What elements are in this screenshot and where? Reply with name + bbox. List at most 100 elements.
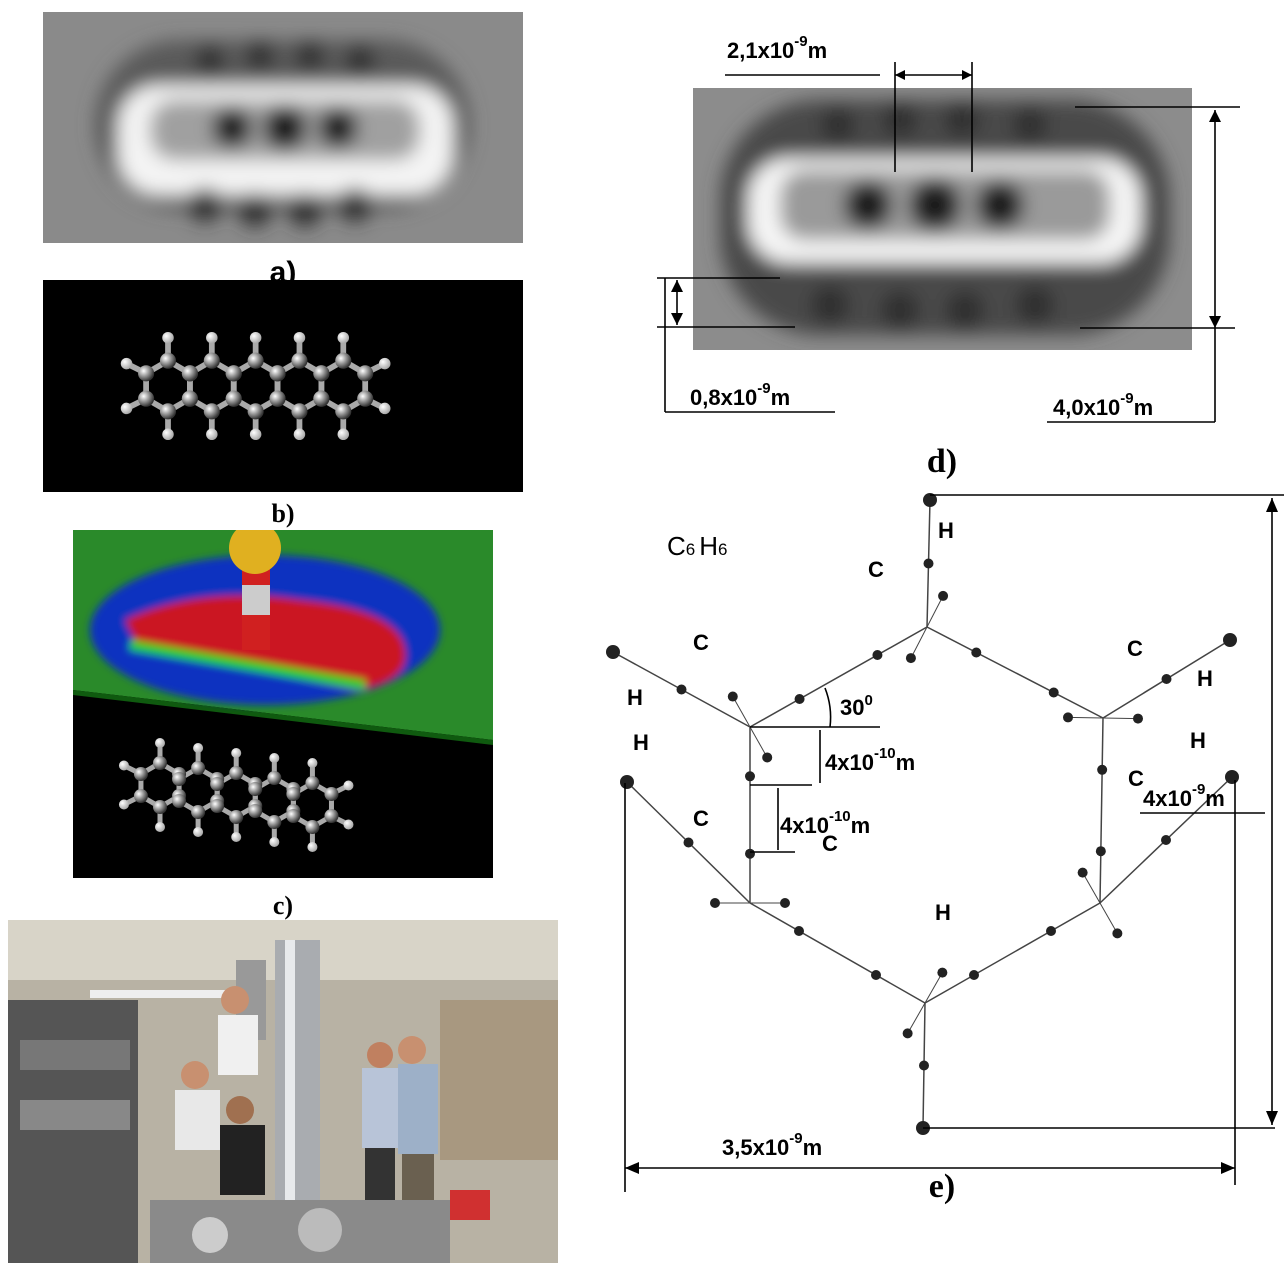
hydrogen [231,832,241,842]
angle-exp: 0 [864,692,872,709]
atom-dot [924,559,934,569]
carbon [324,787,338,801]
hydrogen [193,827,203,837]
atom-dot [1049,688,1059,698]
carbon [160,403,176,419]
carbon [248,804,262,818]
dim-exp: -9 [1120,390,1133,407]
carbon [172,794,186,808]
atom-dot [1063,712,1073,722]
atom-label: C [1128,766,1144,791]
carbon [267,771,281,785]
carbon [357,391,373,407]
dim-exp: -10 [874,745,896,762]
carbon [313,365,329,381]
carbon [210,777,224,791]
carbon [153,756,167,770]
hydrogen [155,822,165,832]
atom-dot [919,1061,929,1071]
page: { "panels": { "a": {"label": "a)"}, "b":… [0,0,1284,1263]
atom-dot [906,653,916,663]
hydrogen [307,842,317,852]
atom-dot [606,645,620,659]
atom-label: H [935,900,951,925]
atom-label: C [1127,636,1143,661]
atom-dot [780,898,790,908]
carbon [248,782,262,796]
dim-base: 4,0x10 [1053,395,1120,420]
carbon [248,353,264,369]
dim-base: 3,5x10 [722,1135,789,1160]
carbon [182,365,198,381]
atom-dot [937,968,947,978]
hydrogen [193,743,203,753]
carbon [191,805,205,819]
panel-label: e) [929,1168,955,1205]
atom-label: H [627,685,643,710]
formula-element: H [699,531,718,561]
dim-exp: -9 [794,33,807,50]
carbon [191,761,205,775]
hydrogen [121,403,132,415]
atom-dot [872,650,882,660]
panel-label: b) [271,499,294,528]
carbon [182,391,198,407]
dim-unit: m [896,750,916,775]
atom-label: H [1197,666,1213,691]
carbon [291,403,307,419]
model-background [43,280,523,492]
dim-unit: m [803,1135,823,1160]
carbon [357,365,373,381]
carbon [229,810,243,824]
formula-subscript: 6 [718,540,727,559]
atom-dot [1097,765,1107,775]
formula: C6H6 [667,531,728,561]
figure: a) b) c) [0,0,1284,1263]
atom-dot [795,694,805,704]
dim-unit: m [1134,395,1154,420]
dimension-label: 4x10-9m [1143,781,1225,811]
dimension-label: 4x10-10m [825,745,915,775]
afm-image-d [693,88,1192,350]
dim-unit: m [771,385,791,410]
panel-label: d) [927,443,957,480]
carbon [305,776,319,790]
hydrogen [250,332,262,344]
atom-dot [903,1028,913,1038]
atom-dot [710,898,720,908]
carbon [335,353,351,369]
atom-dot [1112,928,1122,938]
carbon [286,787,300,801]
dimension-label: 4,0x10-9m [1053,390,1153,420]
dim-base: 4x10 [1143,786,1192,811]
render-c [73,522,493,878]
dim-unit: m [851,813,871,838]
benzene-structure: HCCHCHCHHCCH [606,493,1239,1135]
carbon [324,809,338,823]
dim-unit: m [1205,786,1225,811]
hydrogen [231,748,241,758]
atom-dot [969,970,979,980]
carbon [313,391,329,407]
carbon [210,799,224,813]
hydrogen [338,332,350,344]
carbon [204,353,220,369]
lab-photo [8,920,558,1263]
atom-label: C [693,630,709,655]
atom-label: C [693,806,709,831]
dimension-lines-e [625,495,1284,1192]
dimension-label: 4x10-10m [780,808,870,838]
dimension-label: 2,1x10-9m [727,33,827,63]
hydrogen [343,820,353,830]
formula-element: C [667,531,686,561]
carbon [270,365,286,381]
atom-dot [745,849,755,859]
hydrogen [294,429,306,441]
carbon [153,800,167,814]
atom-dot [1078,868,1088,878]
dim-base: 4x10 [825,750,874,775]
carbon [267,815,281,829]
hydrogen [119,761,129,771]
carbon [134,767,148,781]
carbon [270,391,286,407]
